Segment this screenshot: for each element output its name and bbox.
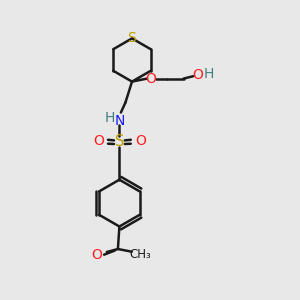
Text: O: O xyxy=(92,248,102,262)
Text: CH₃: CH₃ xyxy=(130,248,152,261)
Text: S: S xyxy=(115,134,124,149)
Text: H: H xyxy=(204,67,214,81)
Text: O: O xyxy=(145,72,156,86)
Text: S: S xyxy=(128,32,136,45)
Text: O: O xyxy=(93,134,104,148)
Text: H: H xyxy=(104,111,115,125)
Text: O: O xyxy=(192,68,203,82)
Text: N: N xyxy=(115,114,125,128)
Text: O: O xyxy=(135,134,146,148)
